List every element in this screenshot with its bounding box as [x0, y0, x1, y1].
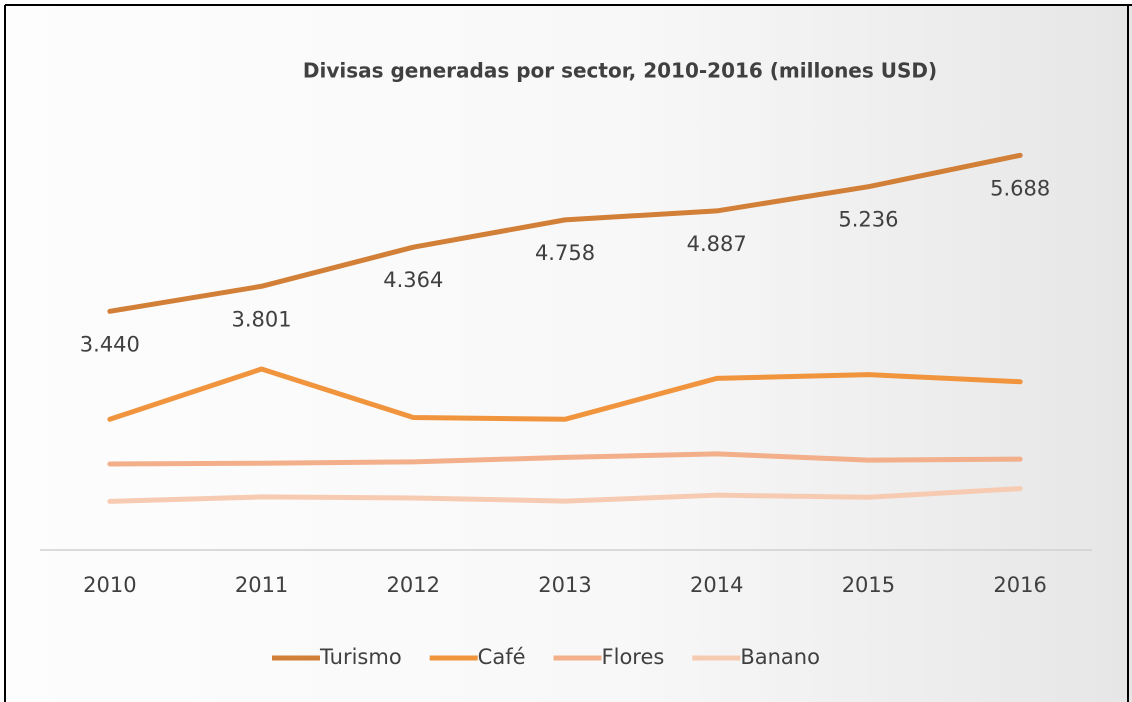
x-tick-label: 2011: [235, 573, 288, 597]
background: [5, 5, 1132, 702]
data-label: 5.688: [990, 176, 1050, 200]
legend-label: Flores: [602, 645, 665, 669]
series-line: [107, 152, 1023, 314]
data-label: 3.801: [232, 307, 292, 331]
x-tick-label: 2014: [690, 573, 743, 597]
x-tick-label: 2010: [83, 573, 136, 597]
x-tick-label: 2015: [842, 573, 895, 597]
series-line: [107, 451, 1023, 467]
series-line: [107, 366, 1023, 422]
x-tick-label: 2016: [993, 573, 1046, 597]
data-label: 3.440: [80, 332, 140, 356]
data-label: 4.887: [687, 232, 747, 256]
data-label: 4.364: [383, 268, 443, 292]
x-tick-label: 2012: [387, 573, 440, 597]
series-line: [107, 486, 1023, 504]
data-label: 4.758: [535, 241, 595, 265]
chart-title: Divisas generadas por sector, 2010-2016 …: [303, 59, 937, 83]
legend-label: Banano: [740, 645, 820, 669]
x-tick-label: 2013: [538, 573, 591, 597]
legend-label: Café: [478, 645, 526, 669]
legend-label: Turismo: [319, 645, 402, 669]
data-label: 5.236: [838, 208, 898, 232]
